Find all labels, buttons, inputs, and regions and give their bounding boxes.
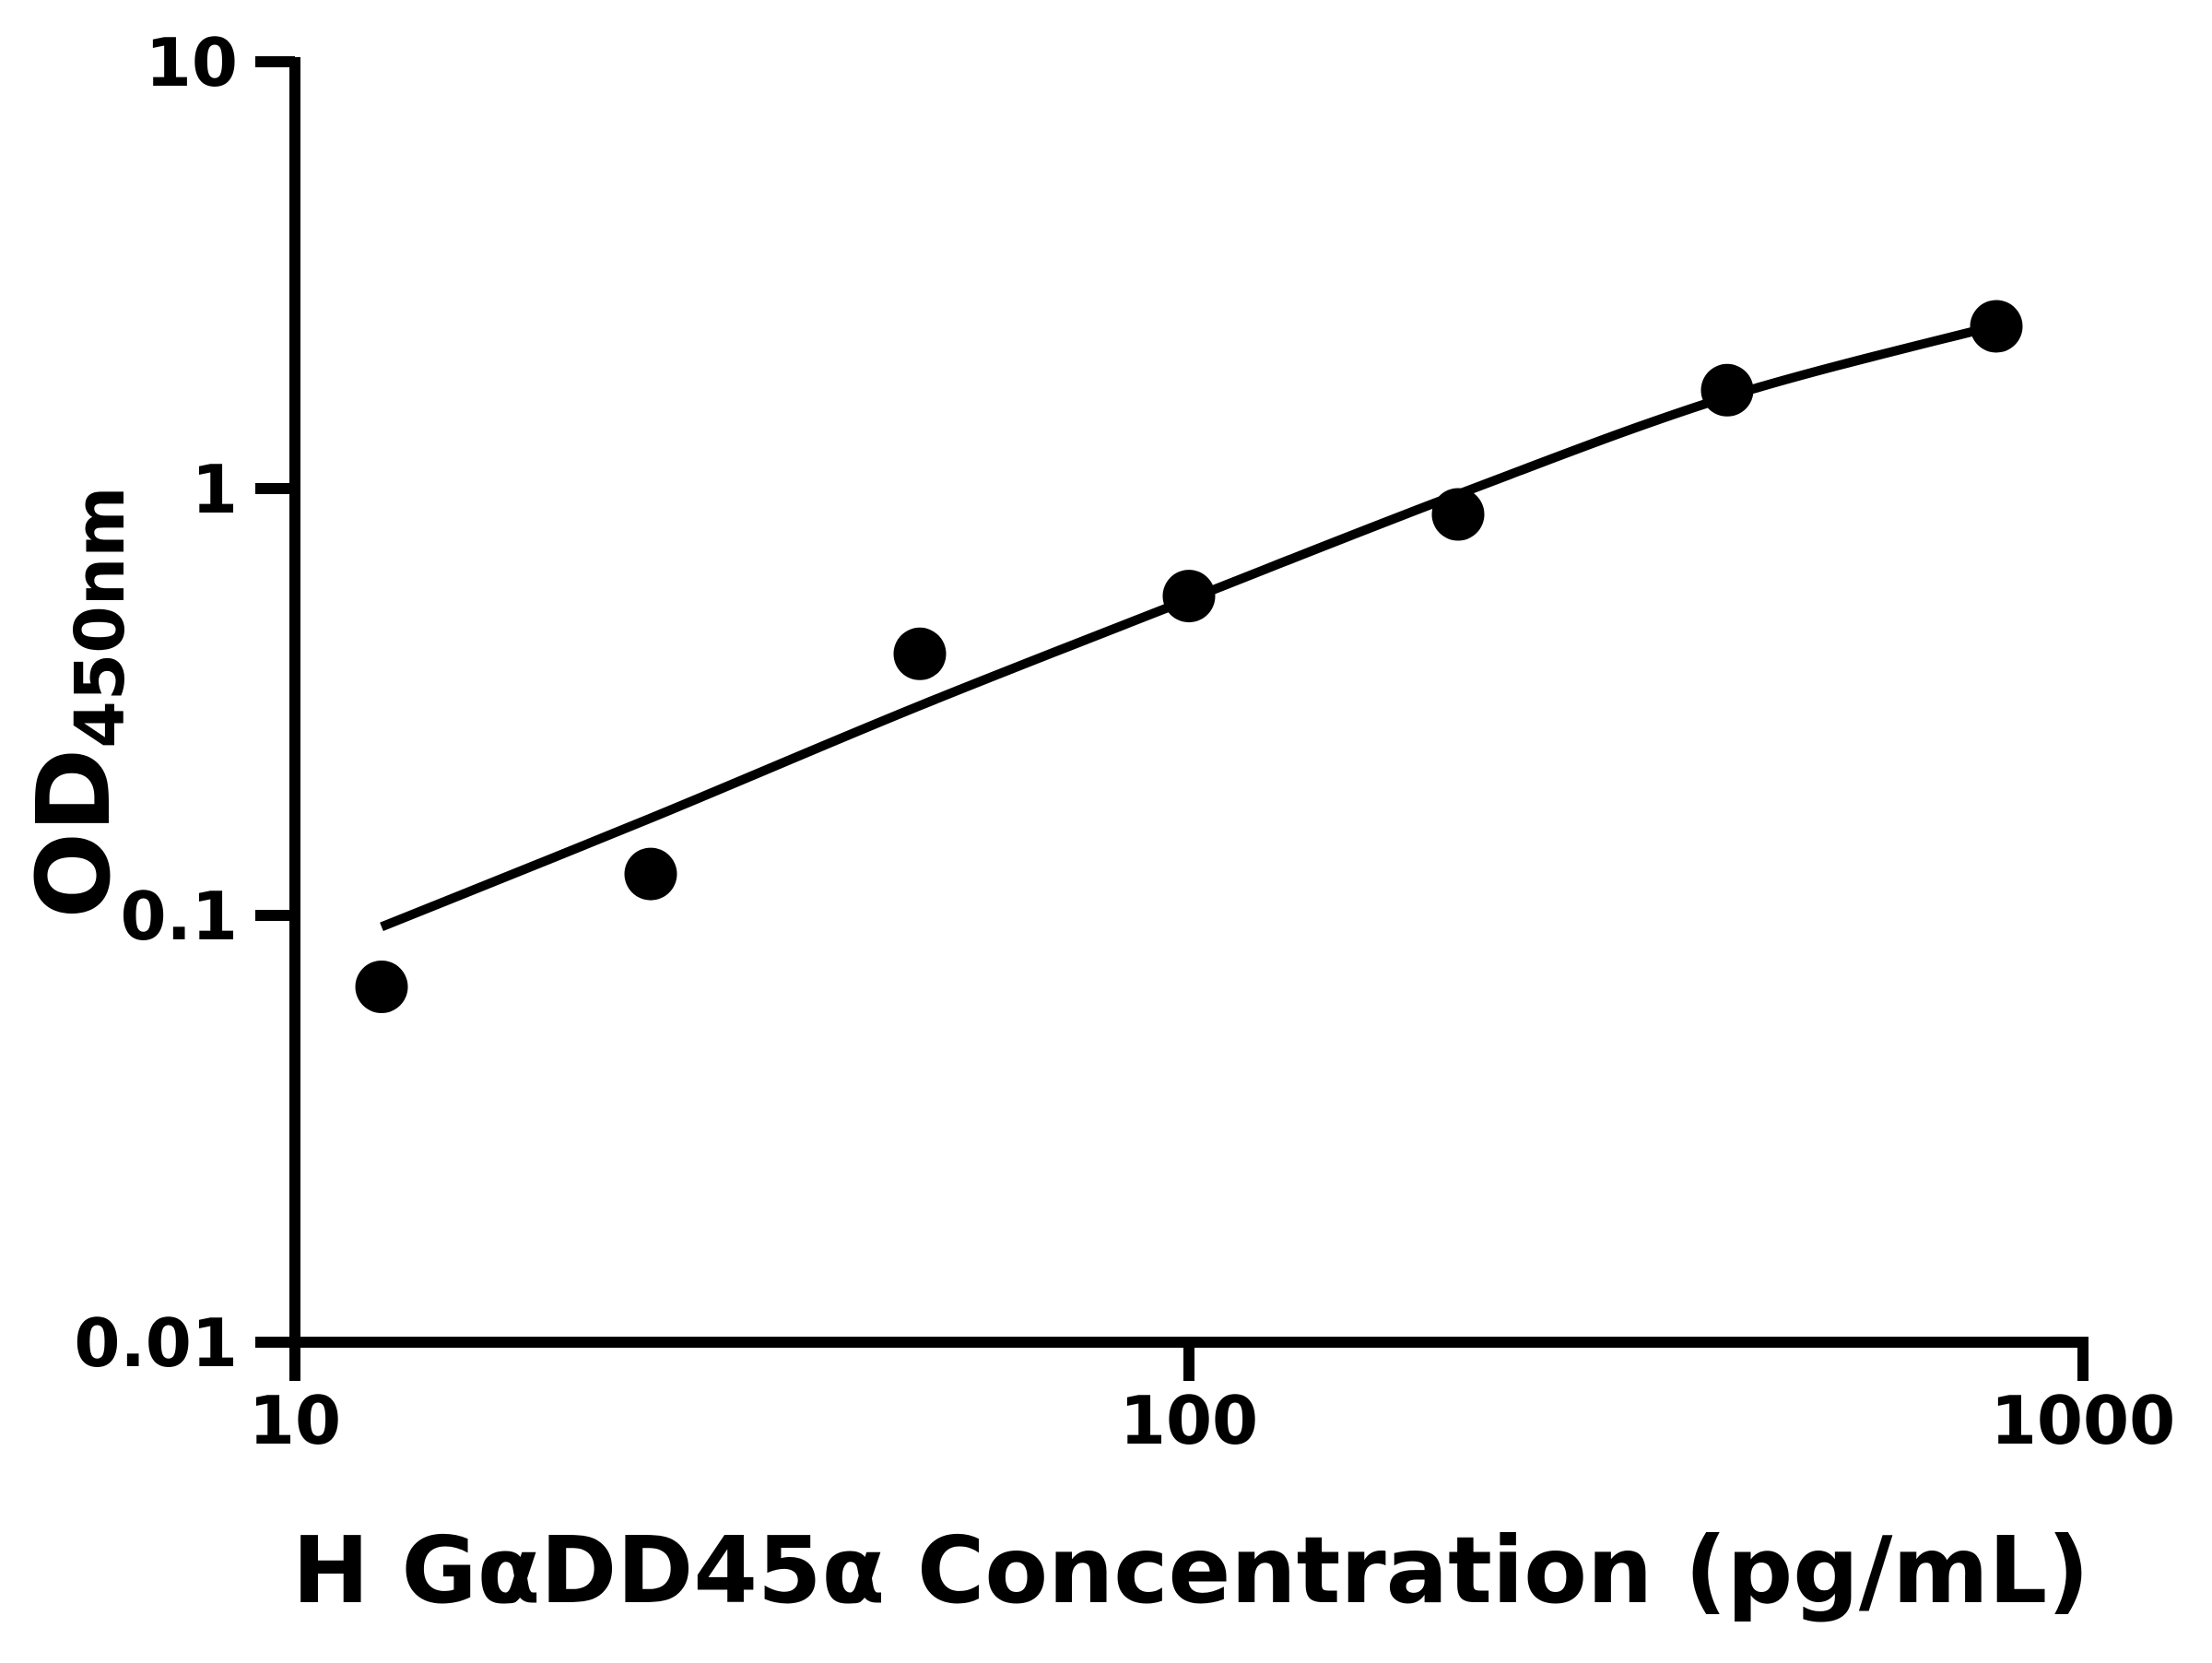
data-point xyxy=(624,847,677,901)
y-axis-title: OD450nm xyxy=(15,486,140,918)
x-tick-label: 10 xyxy=(249,1382,341,1459)
x-tick-label: 1000 xyxy=(1991,1382,2175,1459)
x-tick-label: 100 xyxy=(1120,1382,1258,1459)
data-point xyxy=(1700,363,1754,417)
y-axis-title-main: OD xyxy=(15,749,133,919)
y-tick-label: 1 xyxy=(192,451,238,528)
data-point xyxy=(1970,300,2023,353)
plot-layer xyxy=(355,300,2023,1013)
x-axis-spine xyxy=(255,1337,2088,1348)
y-tick-mark xyxy=(255,56,295,67)
y-tick-label: 0.01 xyxy=(74,1304,238,1382)
y-axis-spine xyxy=(289,57,300,1381)
x-tick-mark xyxy=(1183,1342,1194,1381)
y-tick-mark xyxy=(255,910,295,921)
y-axis-title-subscript: 450nm xyxy=(61,486,140,748)
data-point xyxy=(355,961,408,1013)
data-point xyxy=(893,627,947,680)
x-tick-mark xyxy=(2077,1342,2088,1381)
data-point xyxy=(1162,570,1216,623)
y-tick-mark xyxy=(255,483,295,494)
y-tick-label: 0.1 xyxy=(120,878,238,955)
y-tick-label: 10 xyxy=(146,24,238,101)
x-axis-title: H GαDD45α Concentration (pg/mL) xyxy=(292,1516,2089,1624)
data-point xyxy=(1431,488,1485,541)
